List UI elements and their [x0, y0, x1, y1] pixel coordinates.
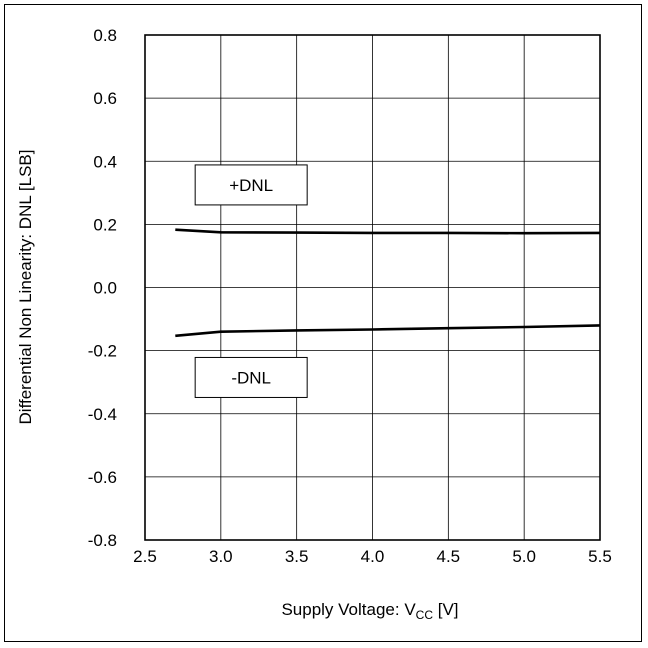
- annotation-box: [194, 164, 308, 206]
- tick-labels: 2.5 3.0 3.5 4.0 4.5 5.0 5.5 0.8 0.6 0.4 0.2 0.0 -0.2…: [88, 26, 612, 566]
- x-tick-label: 3.0: [209, 547, 233, 566]
- y-tick-label: 0.0: [93, 279, 117, 298]
- x-tick-label: 4.0: [361, 547, 385, 566]
- series-lines: [175, 228, 601, 338]
- y-axis-title: Differential Non Linearity: DNL [LSB]: [16, 150, 35, 425]
- x-axis-title-unit: [V]: [433, 600, 459, 619]
- grid-lines: [144, 34, 601, 541]
- y-tick-label: 0.8: [93, 26, 117, 45]
- plot-area-border: [144, 34, 601, 541]
- y-tick-label: 0.6: [93, 89, 117, 108]
- series-line-dnl-plus: [175, 228, 601, 235]
- annotation-label: +DNL: [229, 176, 273, 195]
- series-line-dnl-minus: [175, 324, 601, 338]
- y-tick-label: -0.6: [88, 468, 117, 487]
- x-tick-label: 2.5: [133, 547, 157, 566]
- y-tick-label: -0.8: [88, 531, 117, 550]
- x-axis-title-subscript: CC: [416, 608, 434, 622]
- x-tick-label: 5.5: [588, 547, 612, 566]
- x-axis-title-main: Supply Voltage: V: [281, 600, 416, 619]
- x-axis-title: Supply Voltage: VCC [V]: [281, 600, 458, 622]
- y-tick-label: -0.4: [88, 405, 117, 424]
- x-tick-label: 3.5: [285, 547, 309, 566]
- x-tick-label: 4.5: [437, 547, 461, 566]
- x-tick-label: 5.0: [512, 547, 536, 566]
- y-tick-label: 0.2: [93, 215, 117, 234]
- y-tick-label: -0.2: [88, 342, 117, 361]
- y-tick-label: 0.4: [93, 152, 117, 171]
- annotation-label: -DNL: [231, 368, 271, 387]
- annotation-box: [194, 356, 308, 398]
- chart-frame: [4, 4, 642, 642]
- annotations: +DNL -DNL: [194, 164, 308, 398]
